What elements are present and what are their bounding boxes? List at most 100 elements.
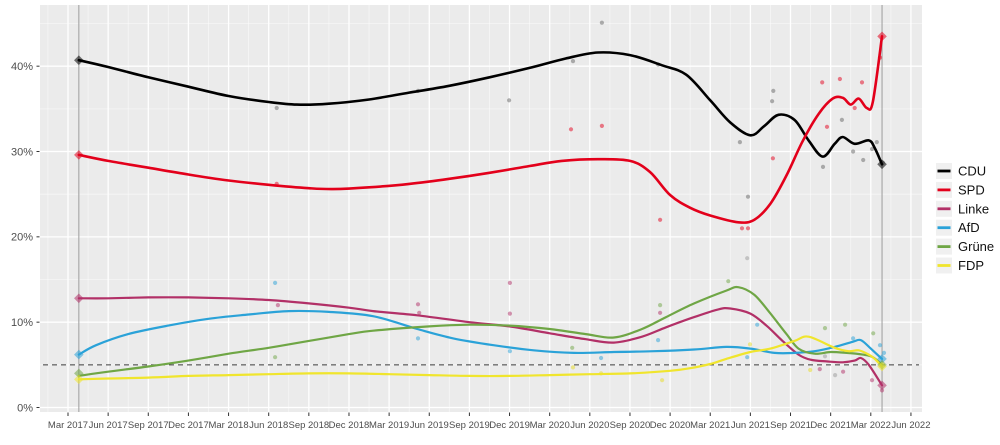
poll-point-afd: [507, 349, 512, 354]
poll-point-linke: [817, 367, 822, 372]
poll-point-fdp: [808, 367, 813, 373]
poll-point-spd: [820, 80, 825, 85]
poll-point-linke: [417, 310, 422, 315]
poll-point-afd: [877, 343, 883, 348]
poll-point-spd: [739, 226, 745, 231]
poll-point-afd: [881, 350, 887, 355]
poll-point-cdu: [851, 149, 856, 154]
x-tick-label: Dec 2019: [489, 420, 530, 431]
poll-point-grüne: [658, 303, 663, 308]
election-result-diamond-grüne: [74, 368, 84, 379]
x-tick-label: Jun 2021: [731, 420, 770, 431]
election-result-diamond-cdu: [877, 159, 887, 170]
election-result-diamond-cdu: [74, 55, 84, 66]
poll-point-spd: [852, 105, 857, 111]
poll-point-afd: [599, 355, 604, 361]
trend-line-fdp: [77, 335, 884, 381]
poll-point-fdp: [747, 342, 753, 347]
poll-point-linke: [869, 378, 875, 383]
x-tick-label: Mar 2018: [208, 420, 248, 431]
poll-point-grüne: [822, 326, 828, 331]
x-tick-label: Jun 2017: [89, 420, 128, 431]
election-result-diamond-spd: [877, 31, 887, 42]
x-tick-label: Mar 2019: [369, 420, 409, 431]
poll-point-grüne: [570, 345, 575, 350]
poll-point-cdu: [861, 157, 866, 163]
poll-point-cdu: [869, 146, 875, 152]
poll-point-linke: [841, 369, 846, 374]
poll-point-cdu: [839, 117, 845, 122]
poll-point-spd: [599, 123, 605, 128]
poll-point-grüne: [871, 331, 876, 336]
election-result-diamond-linke: [74, 293, 84, 304]
y-tick-label: 40%: [11, 61, 33, 73]
poll-point-cdu: [874, 140, 879, 145]
trend-line-spd: [77, 35, 884, 224]
x-tick-label: Sep 2018: [288, 420, 329, 431]
legend-label-fdp: FDP: [958, 258, 984, 273]
poll-point-other: [745, 256, 750, 261]
trend-line-linke: [77, 296, 884, 387]
poll-point-afd: [273, 280, 278, 285]
y-tick-label: 0%: [17, 402, 33, 414]
election-result-diamond-fdp: [877, 361, 887, 372]
poll-point-afd: [755, 322, 760, 327]
poll-point-afd: [415, 336, 421, 341]
poll-point-cdu: [737, 140, 743, 145]
poll-point-spd: [658, 217, 663, 222]
poll-point-grüne: [273, 355, 278, 360]
x-tick-label: Jun 2018: [249, 420, 288, 431]
poll-point-fdp: [570, 365, 576, 370]
election-result-diamond-spd: [74, 150, 84, 160]
x-tick-label: Mar 2022: [851, 420, 891, 431]
y-tick-label: 10%: [11, 317, 33, 329]
election-result-diamond-afd: [877, 354, 887, 364]
y-tick-label: 30%: [11, 146, 33, 158]
x-tick-label: Sep 2019: [449, 420, 490, 431]
poll-point-cdu: [274, 105, 279, 111]
x-tick-label: Jun 2020: [570, 420, 609, 431]
legend-label-grüne: Grüne: [958, 239, 994, 254]
x-tick-label: Dec 2020: [650, 420, 691, 431]
poll-point-spd: [859, 80, 865, 85]
trend-line-cdu: [77, 51, 884, 166]
poll-point-linke: [415, 302, 421, 307]
poll-point-fdp: [660, 378, 665, 383]
poll-point-other: [822, 354, 828, 359]
x-tick-label: Mar 2020: [530, 420, 570, 431]
poll-point-cdu: [770, 99, 775, 104]
y-tick-label: 20%: [11, 232, 33, 244]
x-tick-label: Sep 2020: [610, 420, 651, 431]
poll-point-linke: [658, 310, 663, 315]
poll-point-spd: [568, 127, 574, 132]
poll-point-linke: [275, 303, 280, 308]
poll-point-spd: [837, 76, 843, 82]
poll-point-afd: [656, 338, 661, 343]
poll-point-afd: [851, 336, 856, 341]
poll-point-cdu: [820, 164, 826, 169]
poll-point-afd: [745, 355, 750, 360]
x-tick-label: Mar 2021: [690, 420, 730, 431]
x-tick-label: Dec 2017: [168, 420, 209, 431]
trend-line-afd: [77, 309, 884, 360]
poll-point-spd: [770, 156, 776, 161]
trend-line-grüne: [77, 285, 884, 377]
poll-point-linke: [507, 311, 512, 316]
poll-point-grüne: [726, 279, 731, 284]
election-result-diamond-afd: [74, 349, 84, 360]
poll-point-other: [833, 373, 838, 378]
x-tick-label: Mar 2017: [48, 420, 88, 431]
x-tick-label: Sep 2017: [128, 420, 169, 431]
x-tick-label: Dec 2021: [810, 420, 851, 431]
poll-point-cdu: [771, 88, 776, 93]
poll-point-cdu: [745, 194, 751, 199]
legend-label-linke: Linke: [958, 201, 989, 216]
x-tick-label: Dec 2018: [329, 420, 370, 431]
legend-label-cdu: CDU: [958, 164, 986, 179]
poll-point-cdu: [507, 98, 512, 103]
legend-label-afd: AfD: [958, 220, 980, 235]
poll-point-linke: [507, 280, 512, 285]
poll-point-grüne: [843, 322, 848, 327]
